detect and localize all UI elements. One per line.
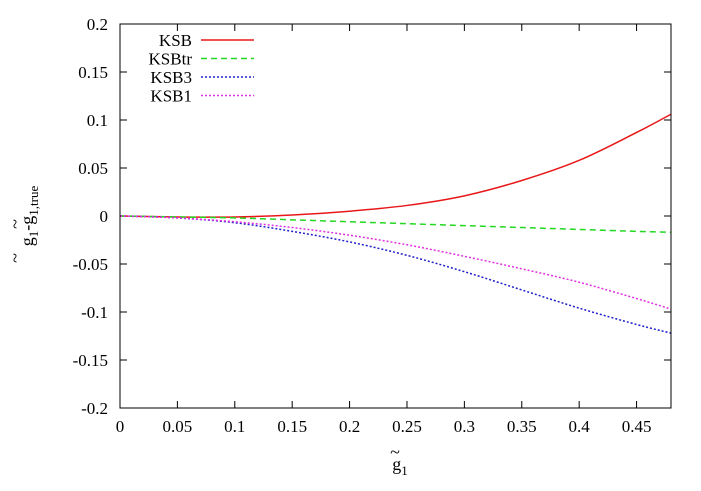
series-lines (119, 113, 672, 334)
y-tick-label: 0.2 (87, 15, 108, 34)
y-axis-title: g1-g1,true ~ ~ (5, 186, 41, 263)
y-axis-title-tilde-2: ~ (5, 219, 25, 229)
x-tick-label: 0.4 (569, 417, 591, 436)
y-tick-label: -0.15 (73, 351, 108, 370)
legend-label-ksb: KSB (159, 31, 192, 50)
x-tick-label: 0.3 (454, 417, 475, 436)
y-tick-label: 0 (100, 207, 109, 226)
series-line-ksb (119, 113, 672, 218)
series-line-ksb1 (119, 215, 672, 310)
y-axis-title-tilde-1: ~ (5, 253, 25, 263)
x-tick-label: 0.05 (163, 417, 193, 436)
x-tick-label: 0.35 (507, 417, 537, 436)
legend-label-ksb3: KSB3 (150, 68, 192, 87)
y-tick-label: -0.05 (73, 255, 108, 274)
x-axis-title-tilde: ~ (390, 442, 400, 462)
series-line-ksbtr (119, 215, 672, 234)
plot-frame (119, 23, 672, 409)
x-tick-label: 0.15 (277, 417, 307, 436)
x-axis-title: g1 (392, 454, 408, 478)
x-tick-label: 0.45 (622, 417, 652, 436)
axis-ticks: 0 0.05 0.1 0.15 0.2 0.25 0.3 0.35 0.4 0.45 -0.2 -0.… (73, 15, 671, 436)
y-tick-label: 0.15 (78, 63, 108, 82)
y-tick-label: 0.1 (87, 111, 108, 130)
legend-label-ksb1: KSB1 (150, 87, 192, 106)
y-tick-label: -0.2 (81, 399, 108, 418)
legend-label-ksbtr: KSBtr (149, 50, 193, 69)
x-tick-label: 0.25 (392, 417, 422, 436)
x-tick-label: 0.1 (224, 417, 245, 436)
svg-text:g1-g1,true: g1-g1,true (17, 186, 41, 247)
series-line-ksb3 (119, 215, 672, 334)
y-tick-label: -0.1 (81, 303, 108, 322)
x-tick-label: 0.2 (339, 417, 360, 436)
y-tick-label: 0.05 (78, 159, 108, 178)
x-tick-label: 0 (116, 417, 125, 436)
